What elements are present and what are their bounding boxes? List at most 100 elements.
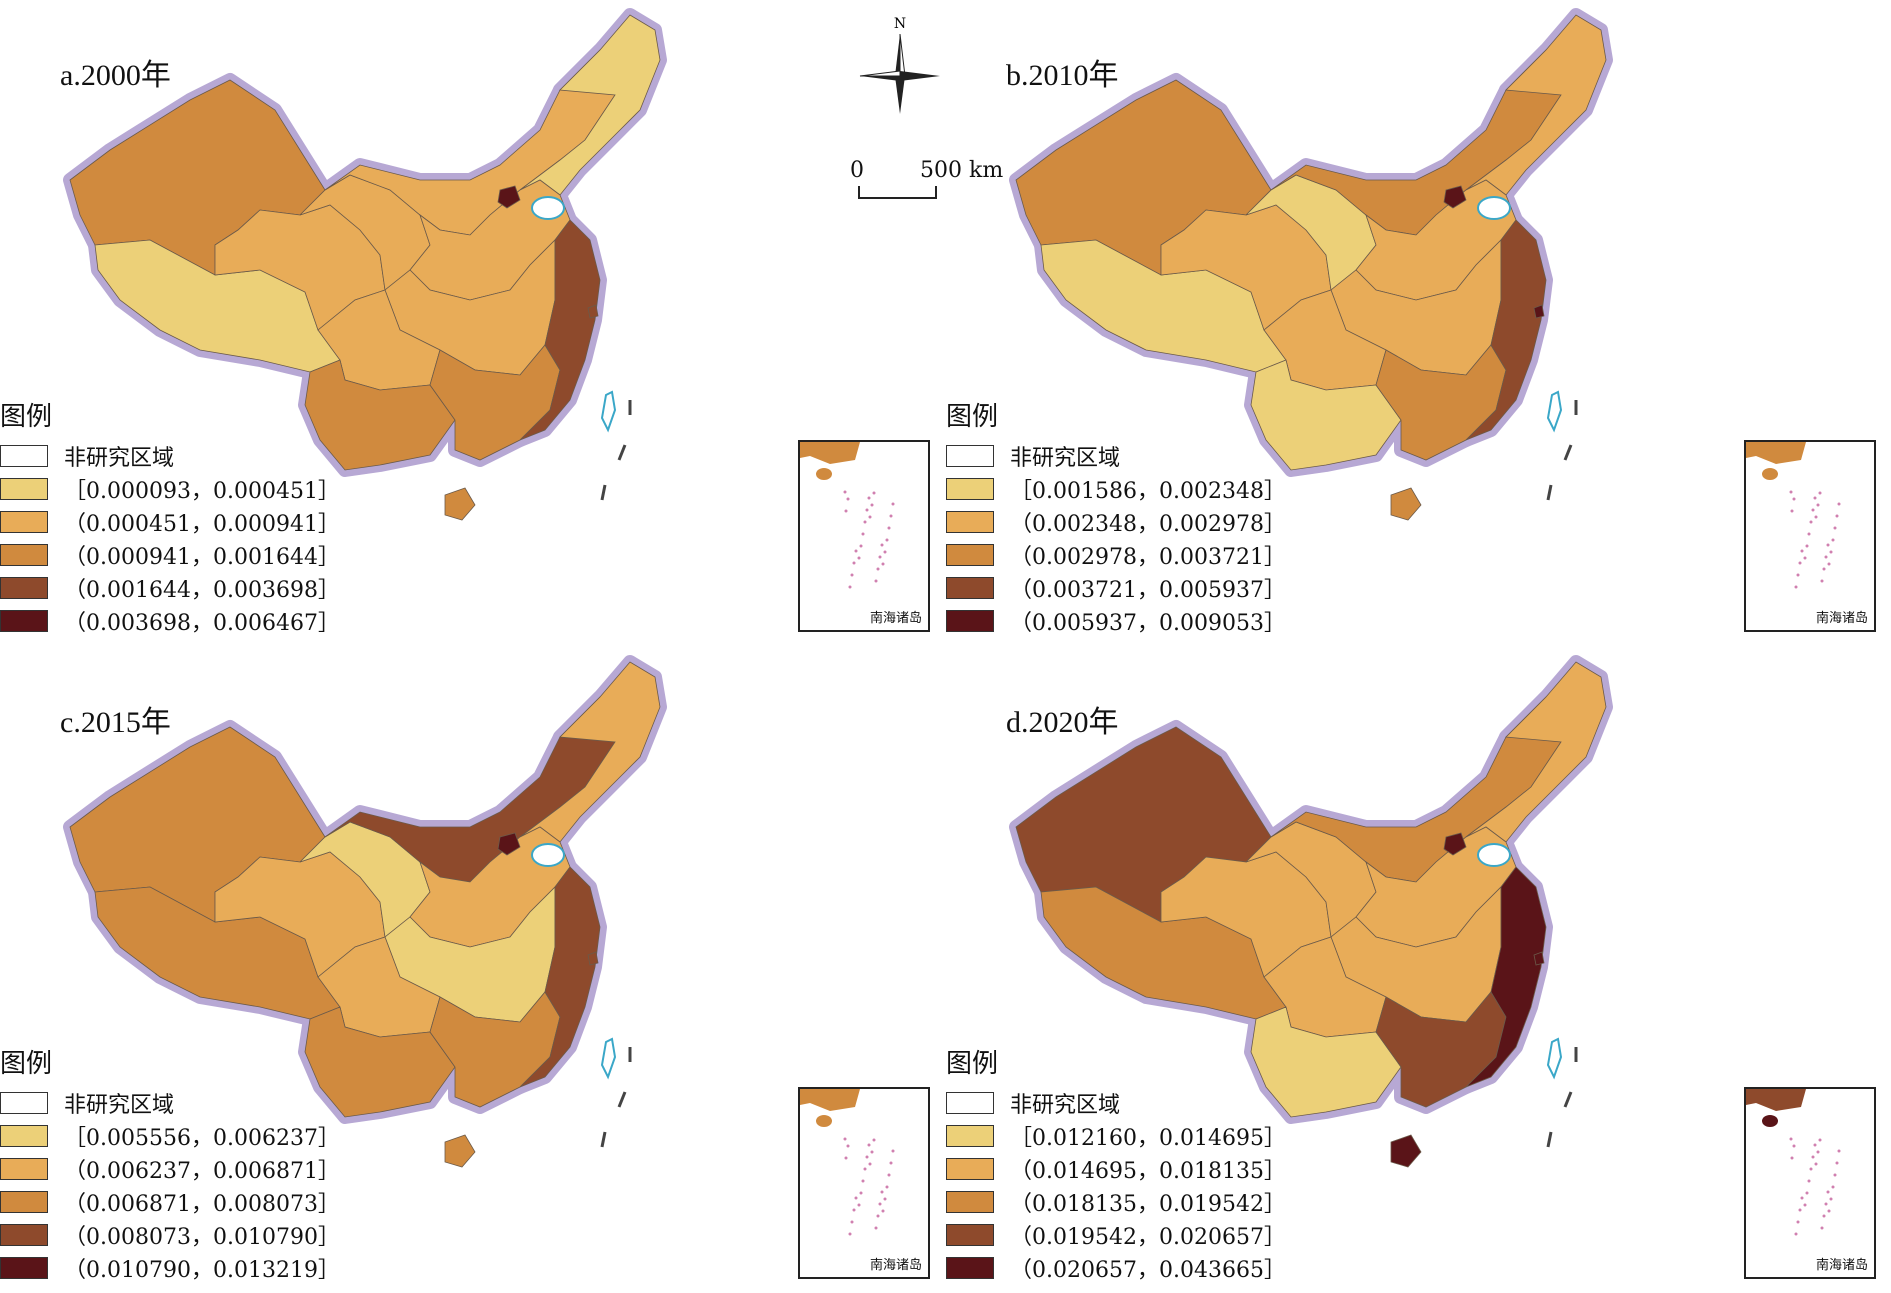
legend-label: （0.018135，0.019542］ [1010,1191,1286,1217]
legend-label: （0.019542，0.020657］ [1010,1224,1286,1250]
inset-island [1803,1203,1807,1207]
boundary-dash [1563,1091,1573,1108]
legend-item-class2: （0.014695，0.018135］ [946,1152,1286,1185]
scale-zero-label: 0 [850,158,864,183]
inset-island [878,1202,882,1206]
inset-island [1835,514,1839,518]
legend-swatch [0,1256,48,1279]
region-northeast [1465,661,1607,843]
inset-island [876,567,880,571]
inset-island [1829,1197,1833,1201]
boundary-dash [617,1091,627,1108]
inset-island [854,1196,858,1200]
inset-island [848,1232,852,1236]
panel-title: d.2020年 [1006,706,1119,739]
panel-title: c.2015年 [60,706,171,739]
legend-label: （0.003698，0.006467］ [64,610,340,636]
legend-item-class2: （0.000451，0.000941］ [0,505,340,538]
inset-mainland [1746,1089,1806,1111]
taiwan-outline [600,390,617,433]
inset-island [1803,556,1807,560]
legend-swatch [946,444,994,467]
legend-swatch [0,1124,48,1147]
inset-island [881,1209,885,1213]
region-shanghai [1533,304,1545,319]
inset-island [889,514,893,518]
map-d [1009,655,1613,1168]
legend-item-class5: （0.020657，0.043665］ [946,1251,1286,1284]
legend-label: ［0.005556，0.006237］ [64,1125,340,1151]
panel-title: a.2000年 [60,59,171,92]
inset-island [1790,509,1794,513]
legend-label: （0.000941，0.001644］ [64,544,340,570]
inset-island [1807,532,1811,536]
inset-label: 南海诸岛 [1815,1258,1868,1273]
inset-island [1827,1209,1831,1213]
inset-island [868,515,872,519]
inset-island [870,503,874,507]
inset-island [846,497,850,501]
legend-label: 非研究区域 [1010,1092,1121,1118]
inset-hainan [1762,468,1778,480]
inset-island [1798,1208,1802,1212]
inset-island [889,1161,893,1165]
inset-island [1829,550,1833,554]
inset-island [865,1155,869,1159]
legend-item-class1: ［0.001586，0.002348］ [946,472,1286,505]
inset-island [1809,520,1813,524]
legend: 图例 非研究区域 ［0.000093，0.000451］ （0.000451，0… [0,396,340,637]
region-beijing [497,185,521,209]
legend-item-class1: ［0.000093，0.000451］ [0,472,340,505]
legend: 图例 非研究区域 ［0.005556，0.006237］ （0.006237，0… [0,1043,340,1284]
inset-island [870,1150,874,1154]
inset-island [1792,1144,1796,1148]
legend-swatch [946,1124,994,1147]
legend-label: （0.003721，0.005937］ [1010,577,1286,603]
inset-island [1794,1232,1798,1236]
legend-title: 图例 [0,402,53,432]
map-c [63,655,667,1168]
inset-island [857,556,861,560]
legend-swatch [946,576,994,599]
legend-item-class1: ［0.005556，0.006237］ [0,1119,340,1152]
inset-island [891,502,895,506]
legend-item-class3: （0.018135，0.019542］ [946,1185,1286,1218]
inset-island [857,1203,861,1207]
region-northeast [519,14,661,196]
inset-island [1790,1156,1794,1160]
inset-island [846,1144,850,1148]
inset-island [1811,1155,1815,1159]
legend: 图例 非研究区域 ［0.012160，0.014695］ （0.014695，0… [946,1043,1286,1284]
inset-island [1822,1214,1826,1218]
inset-island [891,1149,895,1153]
north-arrow: N [855,14,945,124]
legend-label: （0.002348，0.002978］ [1010,511,1286,537]
legend-swatch [0,1157,48,1180]
inset-island [859,544,863,548]
inset-island [1833,1173,1837,1177]
inset-island [1796,1220,1800,1224]
legend-item-non-study: 非研究区域 [946,439,1286,472]
legend-item-class1: ［0.012160，0.014695］ [946,1119,1286,1152]
scale-bar: 0 500 km [850,158,1020,208]
legend-label: 非研究区域 [64,445,175,471]
boundary-dash [600,484,607,501]
legend-swatch [0,1223,48,1246]
inset-hainan [816,1115,832,1127]
inset-island [1794,585,1798,589]
inset-island [876,1214,880,1218]
boundary-dash [617,444,627,461]
region-east-coast [1465,866,1547,1088]
inset-island [874,1226,878,1230]
legend-label: （0.000451，0.000941］ [64,511,340,537]
inset-island [881,562,885,566]
legend-item-class3: （0.006871，0.008073］ [0,1185,340,1218]
map-b [1009,8,1613,521]
inset-island [1835,1161,1839,1165]
boundary-dash [600,1131,607,1148]
legend-swatch [0,1190,48,1213]
boundary-dash [1546,484,1553,501]
inset-island [1811,508,1815,512]
south-china-sea-inset: 南海诸岛 [798,440,930,632]
inset-island [1816,503,1820,507]
